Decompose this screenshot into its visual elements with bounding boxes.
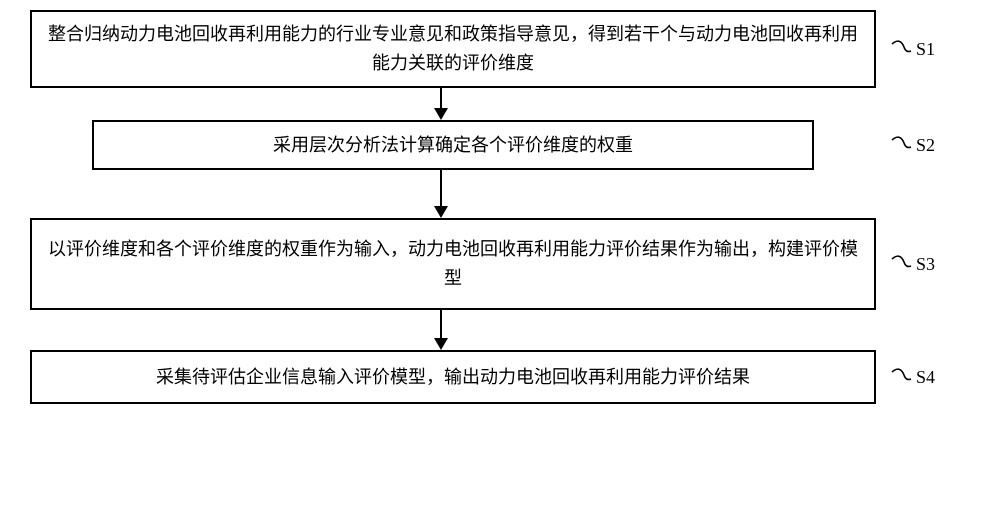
flow-label-s2: S2 [882,133,970,158]
flow-box-s4: 采集待评估企业信息输入评价模型，输出动力电池回收再利用能力评价结果 [30,350,876,404]
flow-step-s1: 整合归纳动力电池回收再利用能力的行业专业意见和政策指导意见，得到若干个与动力电池… [30,10,970,88]
flow-step-s2: 采用层次分析法计算确定各个评价维度的权重 S2 [30,120,970,170]
flow-box-s2: 采用层次分析法计算确定各个评价维度的权重 [92,120,814,170]
flowchart-container: 整合归纳动力电池回收再利用能力的行业专业意见和政策指导意见，得到若干个与动力电池… [30,10,970,404]
flow-label-s4: S4 [882,365,970,390]
flow-label-text-s4: S4 [916,367,935,388]
flow-label-text-s1: S1 [916,39,935,60]
flow-label-text-s2: S2 [916,135,935,156]
tick-icon [890,252,912,277]
flow-box-s3: 以评价维度和各个评价维度的权重作为输入，动力电池回收再利用能力评价结果作为输出，… [30,218,876,310]
flow-box-s1: 整合归纳动力电池回收再利用能力的行业专业意见和政策指导意见，得到若干个与动力电池… [30,10,876,88]
flow-step-s4: 采集待评估企业信息输入评价模型，输出动力电池回收再利用能力评价结果 S4 [30,350,970,404]
flow-label-s1: S1 [882,37,970,62]
tick-icon [890,365,912,390]
flow-label-s3: S3 [882,252,970,277]
tick-icon [890,37,912,62]
tick-icon [890,133,912,158]
flow-step-s3: 以评价维度和各个评价维度的权重作为输入，动力电池回收再利用能力评价结果作为输出，… [30,218,970,310]
flow-arrow-s2 [30,170,970,218]
flow-arrow-s3 [30,310,970,350]
flow-label-text-s3: S3 [916,254,935,275]
flow-arrow-s1 [30,88,970,120]
